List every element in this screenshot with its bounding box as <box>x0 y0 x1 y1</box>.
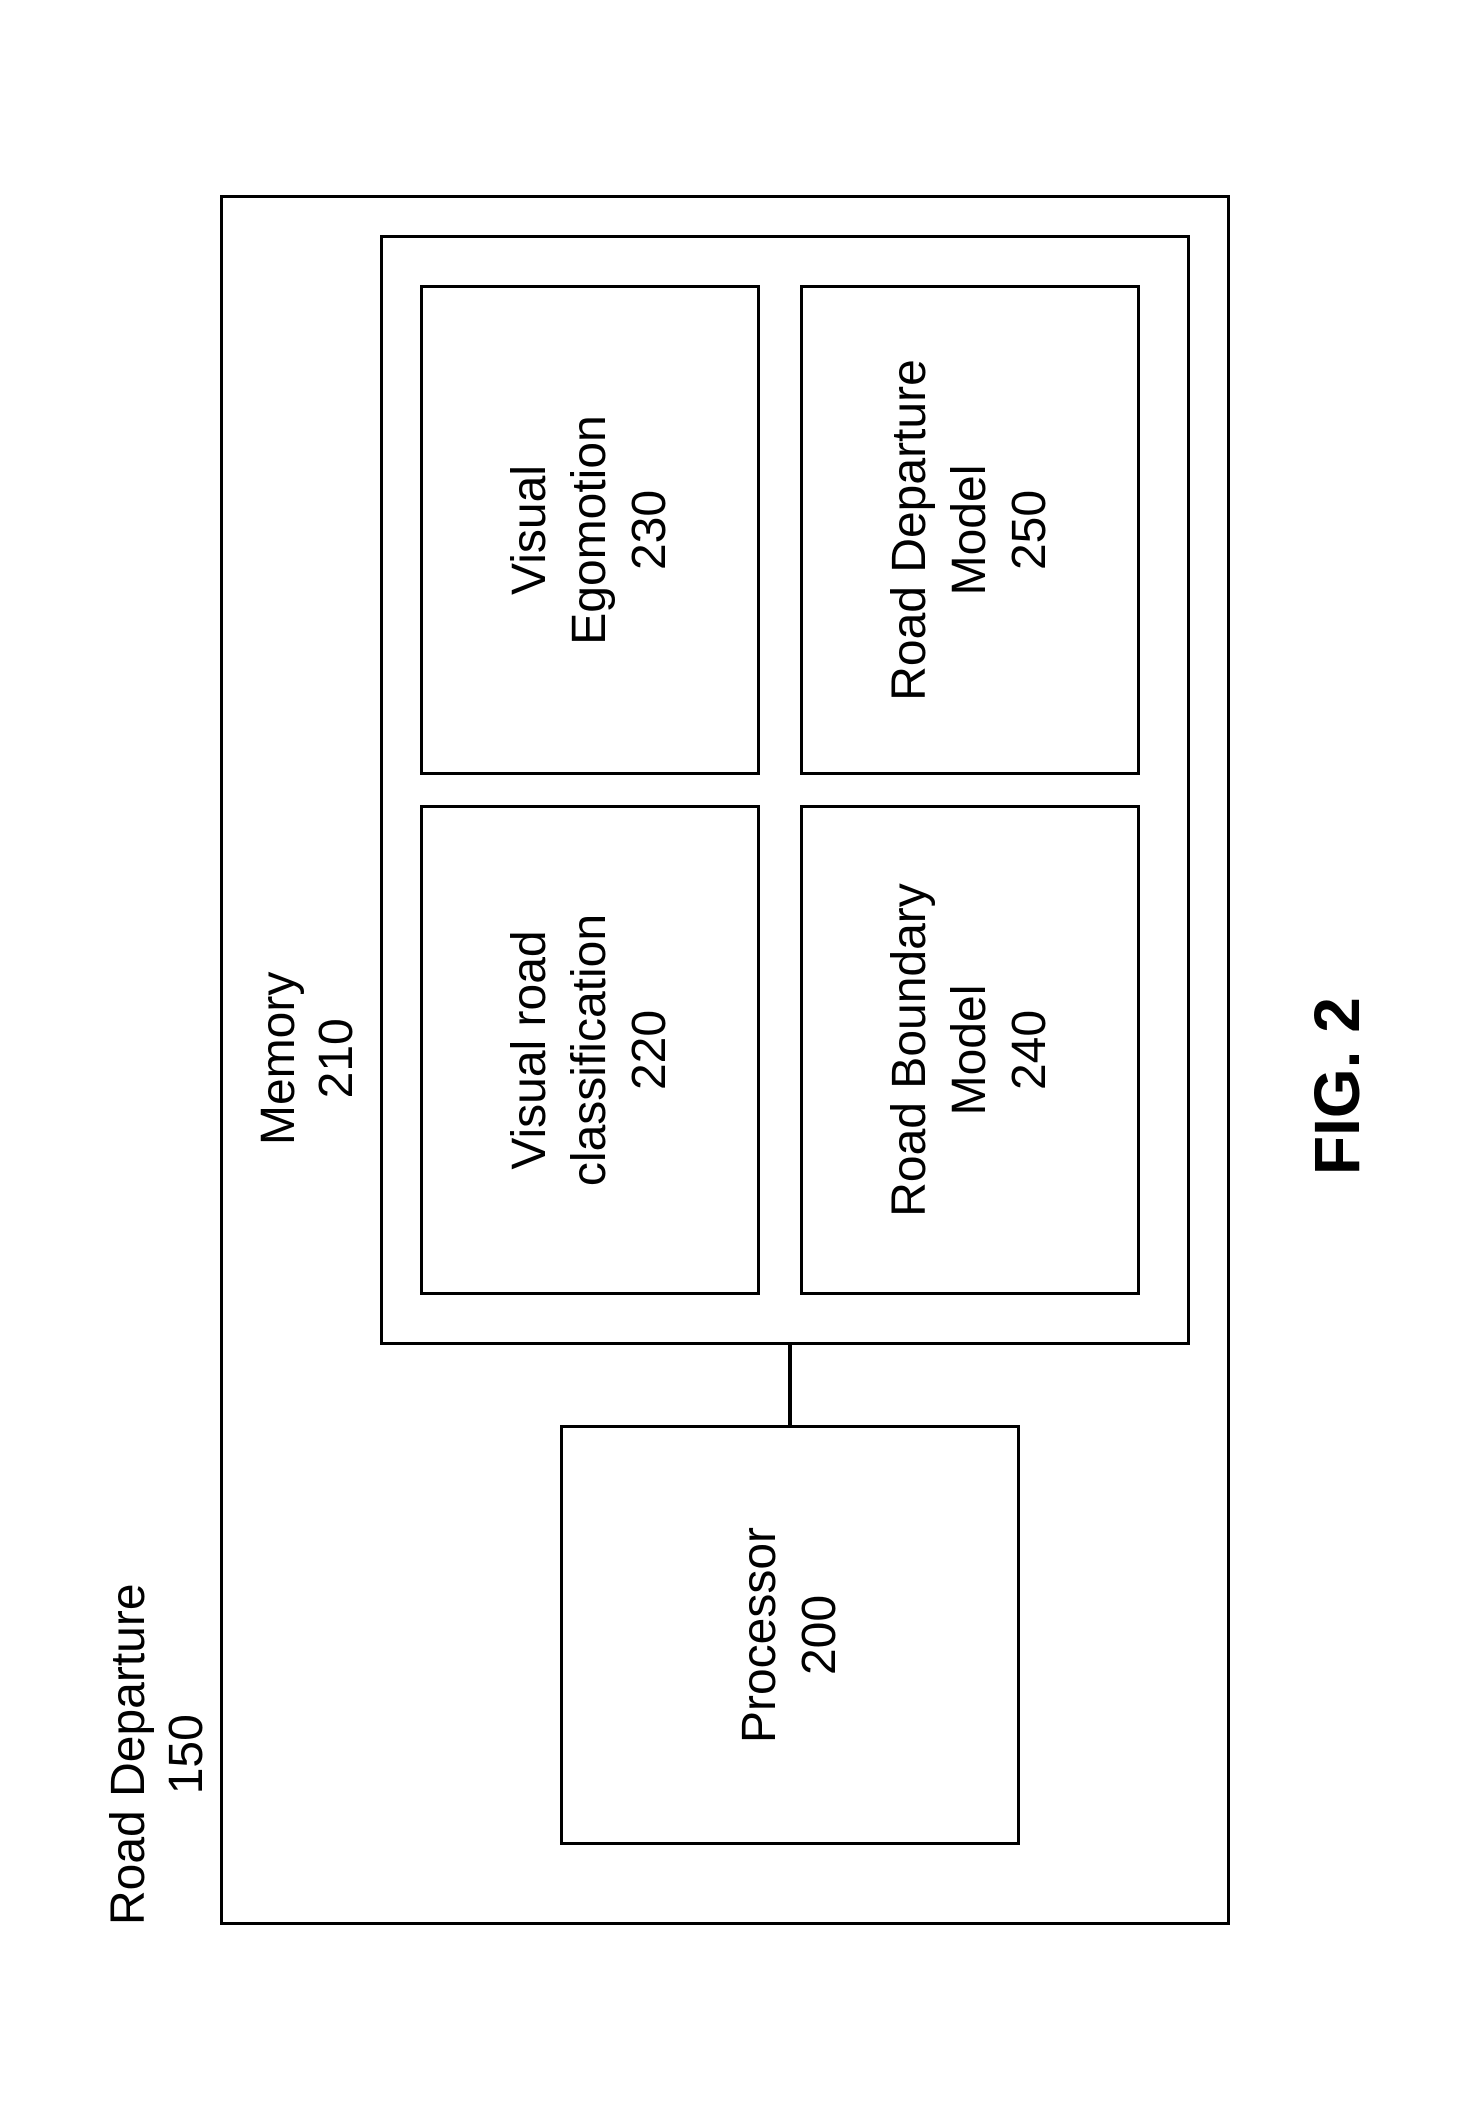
visual-road-line3: 220 <box>620 1010 680 1090</box>
visual-egomotion-box: Visual Egomotion 230 <box>420 285 760 775</box>
visual-road-line2: classification <box>560 914 620 1186</box>
road-departure-model-line2: Model <box>940 465 1000 596</box>
road-boundary-model-box: Road Boundary Model 240 <box>800 805 1140 1295</box>
memory-label-text: Memory <box>250 972 308 1145</box>
processor-number: 200 <box>790 1595 850 1675</box>
diagram-container: Road Departure 150 Memory 210 Processor … <box>0 0 1479 2105</box>
road-departure-label: Road Departure 150 <box>100 1583 215 1925</box>
visual-road-classification-box: Visual road classification 220 <box>420 805 760 1295</box>
road-boundary-line2: Model <box>940 985 1000 1116</box>
road-departure-label-number: 150 <box>158 1583 216 1925</box>
visual-egomotion-line2: Egomotion <box>560 415 620 644</box>
visual-egomotion-line1: Visual <box>500 465 560 595</box>
figure-caption: FIG. 2 <box>1300 997 1374 1175</box>
road-boundary-line1: Road Boundary <box>880 883 940 1217</box>
memory-label: Memory 210 <box>250 972 365 1145</box>
processor-memory-connector <box>788 1345 792 1425</box>
visual-road-line1: Visual road <box>500 930 560 1169</box>
processor-text: Processor <box>730 1527 790 1743</box>
memory-label-number: 210 <box>308 972 366 1145</box>
road-departure-label-text: Road Departure <box>100 1583 158 1925</box>
road-departure-model-line3: 250 <box>1000 490 1060 570</box>
road-departure-model-box: Road Departure Model 250 <box>800 285 1140 775</box>
road-departure-model-line1: Road Departure <box>880 359 940 701</box>
road-boundary-line3: 240 <box>1000 1010 1060 1090</box>
visual-egomotion-line3: 230 <box>620 490 680 570</box>
processor-box: Processor 200 <box>560 1425 1020 1845</box>
